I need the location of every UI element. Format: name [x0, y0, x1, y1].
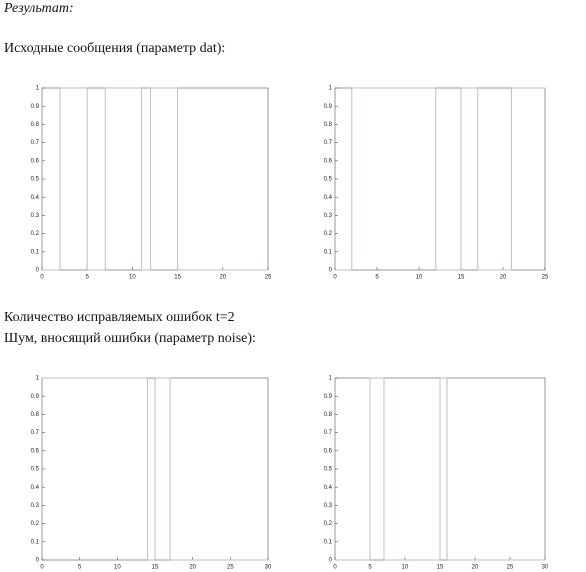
x-tick-label: 20 [219, 275, 226, 281]
y-tick-label: 0 [329, 268, 333, 274]
y-tick-label: 0.7 [324, 140, 333, 146]
x-tick-label: 15 [152, 565, 159, 571]
y-tick-label: 0.2 [31, 521, 40, 527]
x-tick-label: 20 [472, 565, 479, 571]
y-tick-label: 0.3 [324, 213, 333, 219]
y-tick-label: 0 [36, 268, 40, 274]
y-tick-label: 0.1 [324, 539, 333, 545]
y-tick-label: 0.2 [324, 521, 333, 527]
y-tick-label: 0.8 [324, 122, 333, 128]
caption: Количество исправляемых ошибок t=2 [4, 310, 235, 325]
x-tick-label: 5 [78, 565, 82, 571]
y-tick-label: 0.5 [324, 467, 333, 473]
caption: Шум, вносящий ошибки (параметр noise): [4, 331, 256, 346]
x-tick-label: 10 [129, 275, 136, 281]
y-tick-label: 0.6 [324, 158, 333, 164]
y-tick-label: 0.7 [324, 430, 333, 436]
y-tick-label: 0.8 [31, 122, 40, 128]
y-tick-label: 0.4 [324, 195, 333, 201]
y-tick-label: 1 [36, 86, 40, 92]
y-tick-label: 0.4 [324, 485, 333, 491]
x-tick-label: 0 [40, 275, 44, 281]
plot-frame [41, 87, 269, 271]
y-tick-label: 0.7 [31, 430, 40, 436]
y-tick-label: 1 [36, 376, 40, 382]
x-tick-label: 5 [375, 275, 379, 281]
y-tick-label: 0.5 [31, 177, 40, 183]
y-tick-label: 0.8 [324, 412, 333, 418]
heading: Результат: [3, 1, 74, 16]
y-tick-label: 0 [329, 558, 333, 564]
x-tick-label: 25 [265, 275, 272, 281]
x-tick-label: 25 [227, 565, 234, 571]
y-tick-label: 0.4 [31, 485, 40, 491]
y-tick-label: 0.1 [31, 539, 40, 545]
x-tick-label: 20 [500, 275, 507, 281]
x-tick-label: 0 [333, 565, 337, 571]
y-tick-label: 0.1 [324, 249, 333, 255]
y-tick-label: 1 [329, 376, 333, 382]
y-tick-label: 0.3 [31, 213, 40, 219]
x-tick-label: 15 [437, 565, 444, 571]
y-tick-label: 0.3 [31, 503, 40, 509]
y-tick-label: 0.8 [31, 412, 40, 418]
y-tick-label: 0.9 [324, 104, 333, 110]
y-tick-label: 0.4 [31, 195, 40, 201]
caption: Исходные сообщения (параметр dat): [4, 41, 225, 56]
y-tick-label: 0 [36, 558, 40, 564]
y-tick-label: 0.5 [324, 177, 333, 183]
y-tick-label: 1 [329, 86, 333, 92]
y-tick-label: 0.6 [324, 448, 333, 454]
x-tick-label: 0 [333, 275, 337, 281]
x-tick-label: 5 [368, 565, 372, 571]
x-tick-label: 5 [86, 275, 90, 281]
x-tick-label: 15 [174, 275, 181, 281]
y-tick-label: 0.2 [324, 231, 333, 237]
y-tick-label: 0.3 [324, 503, 333, 509]
x-tick-label: 25 [507, 565, 514, 571]
y-tick-label: 0.2 [31, 231, 40, 237]
y-tick-label: 0.1 [31, 249, 40, 255]
y-tick-label: 0.7 [31, 140, 40, 146]
x-tick-label: 10 [114, 565, 121, 571]
x-tick-label: 30 [265, 565, 272, 571]
x-tick-label: 30 [542, 565, 549, 571]
x-tick-label: 20 [189, 565, 196, 571]
x-tick-label: 0 [40, 565, 44, 571]
y-tick-label: 0.6 [31, 158, 40, 164]
y-tick-label: 0.9 [324, 394, 333, 400]
plot-frame [334, 87, 546, 271]
x-tick-label: 15 [458, 275, 465, 281]
y-tick-label: 0.9 [31, 394, 40, 400]
y-tick-label: 0.5 [31, 467, 40, 473]
x-tick-label: 10 [416, 275, 423, 281]
y-tick-label: 0.6 [31, 448, 40, 454]
x-tick-label: 25 [542, 275, 549, 281]
x-tick-label: 10 [402, 565, 409, 571]
y-tick-label: 0.9 [31, 104, 40, 110]
